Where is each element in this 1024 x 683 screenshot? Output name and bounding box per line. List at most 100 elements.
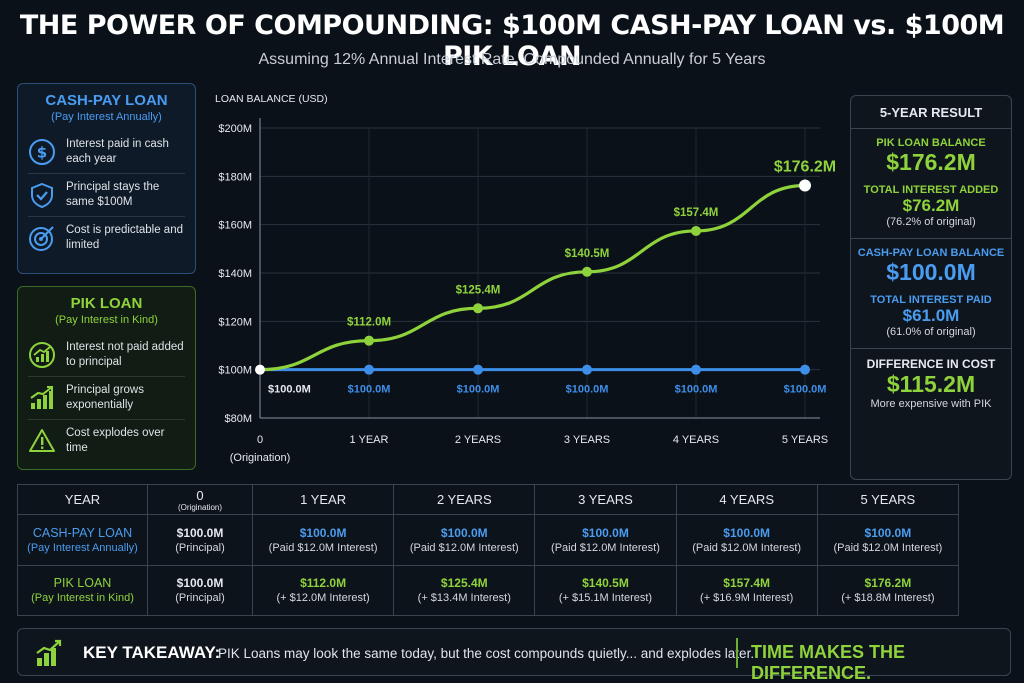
pik-interest-note: (76.2% of original) — [886, 216, 976, 228]
table-row: PIK LOAN (Pay Interest in Kind) $100.0M (P… — [17, 564, 960, 616]
cell-note: (+ $12.0M Interest) — [276, 592, 370, 605]
cash-pay-data-label: $100.0M — [348, 384, 391, 396]
table-row: CASH-PAY LOAN (Pay Interest Annually) $10… — [17, 514, 960, 566]
x-tick-label: 2 YEARS — [455, 434, 501, 446]
cell-value: $100.0M — [176, 525, 224, 540]
cash-interest-value: $61.0M — [902, 306, 960, 325]
page-title: THE POWER OF COMPOUNDING: $100M CASH-PAY… — [19, 10, 1005, 72]
cell-note: (Paid $12.0M Interest) — [692, 541, 802, 554]
cell-note: (Principal) — [175, 541, 225, 554]
cell-value: $176.2M — [864, 576, 912, 591]
cash-pay-data-label: $100.0M — [784, 384, 827, 396]
pik-feature-item: Cost explodes over time — [28, 419, 185, 462]
pik-row-title: PIK LOAN — [53, 576, 112, 591]
cell-note: (Paid $12.0M Interest) — [409, 541, 519, 554]
table-year-col: 5 YEARS — [816, 484, 960, 515]
cell-value: $100.0M — [582, 525, 629, 540]
warning-icon — [29, 429, 55, 452]
cell-value: $100.0M — [299, 525, 347, 540]
cash-row-label: CASH-PAY LOAN (Pay Interest Annually) — [17, 514, 148, 566]
diff-note: More expensive with PIK — [870, 398, 992, 410]
cash-pay-point — [473, 364, 483, 375]
y-tick-label: $120M — [218, 316, 252, 328]
growth-circle-icon — [29, 342, 55, 368]
takeaway-label: KEY TAKEAWAY: — [83, 643, 221, 662]
cash-interest-note: (61.0% of original) — [886, 326, 976, 338]
cell-note: (Paid $12.0M Interest) — [833, 541, 943, 554]
cash-feature-text: Principal stays the same $100M — [66, 181, 160, 208]
key-takeaway-banner: KEY TAKEAWAY: PIK Loans may look the sam… — [17, 628, 1011, 683]
page-subtitle: Assuming 12% Annual Interest Rate, Compo… — [258, 51, 766, 68]
orig-sub: (Origination) — [177, 502, 222, 512]
cell-note: (+ $16.9M Interest) — [700, 592, 794, 605]
bar-growth-icon — [30, 386, 53, 409]
table-header-row: YEAR 0 (Origination) 1 YEAR 2 YEARS 3 YEA… — [17, 484, 960, 515]
pik-feature-text: Cost explodes over time — [66, 427, 165, 454]
cash-balance-value: $100.0M — [886, 259, 976, 285]
diff-value: $115.2M — [886, 371, 976, 397]
takeaway-divider — [736, 638, 738, 668]
pik-card: PIK LOAN (Pay Interest in Kind) Interest… — [17, 286, 196, 470]
cash-feature-item: Cost is predictable and limited — [28, 216, 185, 259]
pik-point — [691, 225, 701, 236]
y-tick-label: $100M — [218, 365, 252, 377]
growth-bars-icon — [36, 639, 62, 666]
svg-text:$: $ — [37, 144, 47, 162]
table-year-col: 3 YEARS — [534, 484, 677, 515]
cash-feature-text: Cost is predictable and limited — [66, 224, 183, 251]
pik-row-label: PIK LOAN (Pay Interest in Kind) — [17, 564, 148, 616]
pik-point — [473, 303, 483, 314]
cell-value: $100.0M — [176, 576, 224, 591]
table-year-col: 2 YEARS — [393, 484, 536, 515]
cell-value: $100.0M — [864, 525, 912, 540]
takeaway-text: PIK Loans may look the same today, but t… — [218, 646, 755, 661]
pik-point — [799, 179, 811, 192]
table-cell: $176.2M (+ $18.8M Interest) — [816, 564, 960, 616]
cell-value: $112.0M — [300, 576, 347, 591]
cash-card-subtitle: (Pay Interest Annually) — [51, 111, 162, 123]
pik-point — [582, 266, 592, 277]
dollar-circle-icon: $ — [29, 139, 55, 165]
pik-feature-text: Interest not paid added to principal — [66, 341, 184, 368]
cash-row-sub: (Pay Interest Annually) — [27, 541, 138, 554]
cell-value: $100.0M — [440, 525, 488, 540]
table-year-col: 1 YEAR — [251, 484, 395, 515]
loan-balance-chart: LOAN BALANCE (USD) $80M $100M $120M $140M $16… — [215, 93, 835, 464]
table-year-header: YEAR — [17, 484, 148, 515]
y-tick-label: $180M — [218, 171, 252, 183]
table-cell: $100.0M (Paid $12.0M Interest) — [534, 514, 677, 566]
cash-pay-data-label: $100.0M — [675, 384, 718, 396]
table-cell: $125.4M (+ $13.4M Interest) — [393, 564, 536, 616]
cash-balance-label: CASH-PAY LOAN BALANCE — [857, 247, 1005, 259]
takeaway-end: TIME MAKES THE DIFFERENCE. — [751, 642, 906, 683]
result-title: 5-YEAR RESULT — [879, 105, 983, 120]
y-tick-label: $140M — [218, 268, 252, 280]
pik-row-sub: (Pay Interest in Kind) — [31, 592, 134, 605]
cash-pay-point — [364, 364, 374, 375]
cell-value: $100.0M — [723, 525, 770, 540]
cash-feature-item: $ Interest paid in cash each year — [28, 131, 185, 173]
five-year-result-panel: 5-YEAR RESULT PIK LOAN BALANCE $176.2M T… — [850, 95, 1012, 480]
cash-card-title: CASH-PAY LOAN — [45, 92, 168, 109]
cell-note: (+ $15.1M Interest) — [558, 592, 653, 605]
cash-pay-point — [800, 364, 810, 375]
table-cell: $157.4M (+ $16.9M Interest) — [675, 564, 818, 616]
y-tick-label: $200M — [218, 123, 252, 135]
origin-data-label: $100.0M — [268, 384, 311, 396]
pik-interest-value: $76.2M — [902, 196, 960, 215]
table-cell: $100.0M (Principal) — [147, 514, 253, 566]
diff-label: DIFFERENCE IN COST — [866, 357, 996, 371]
origin-point — [255, 364, 265, 375]
pik-feature-item: Principal grows exponentially — [28, 376, 185, 419]
x-tick-label: 3 YEARS — [564, 434, 610, 446]
cash-interest-label: TOTAL INTEREST PAID — [870, 294, 992, 306]
shield-check-icon — [31, 182, 53, 209]
table-cell: $100.0M (Paid $12.0M Interest) — [393, 514, 536, 566]
table-cell: $100.0M (Paid $12.0M Interest) — [675, 514, 818, 566]
cash-row-title: CASH-PAY LOAN — [32, 525, 133, 540]
cash-pay-point — [691, 364, 701, 375]
pik-data-label: $157.4M — [674, 207, 719, 219]
pik-interest-label: TOTAL INTEREST ADDED — [863, 184, 999, 196]
y-tick-label: $160M — [218, 220, 252, 232]
y-axis-label: LOAN BALANCE (USD) — [215, 93, 328, 105]
